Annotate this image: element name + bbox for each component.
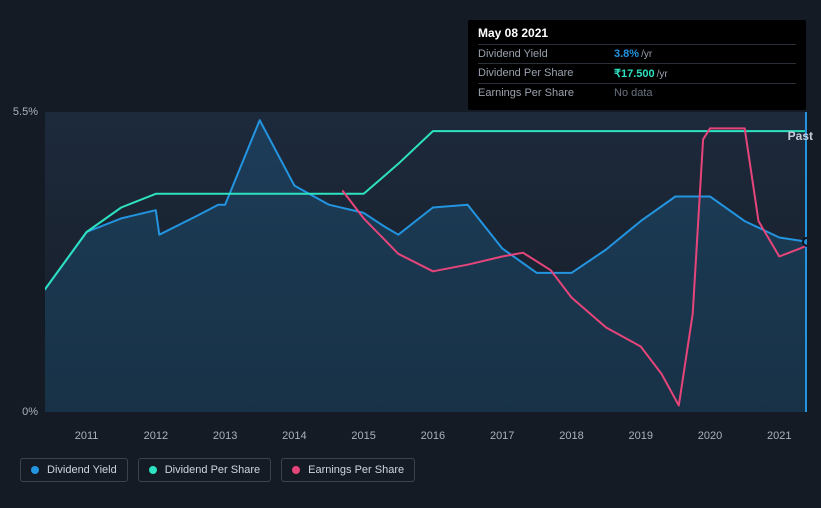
x-axis-label: 2021 <box>767 430 791 442</box>
legend-item[interactable]: Dividend Yield <box>20 458 128 482</box>
tooltip-row-label: Dividend Yield <box>478 48 614 60</box>
tooltip-row-value: No data <box>614 87 653 99</box>
y-axis-label: 0% <box>0 406 38 418</box>
x-axis-label: 2019 <box>628 430 652 442</box>
legend-item[interactable]: Earnings Per Share <box>281 458 415 482</box>
dividend-chart: Past May 08 2021 Dividend Yield3.8%/yrDi… <box>0 0 821 508</box>
chart-tooltip: May 08 2021 Dividend Yield3.8%/yrDividen… <box>468 20 806 110</box>
legend-label: Dividend Yield <box>47 464 117 476</box>
x-axis-label: 2016 <box>421 430 445 442</box>
cursor-dot <box>803 238 807 246</box>
legend-item[interactable]: Dividend Per Share <box>138 458 271 482</box>
past-label: Past <box>788 129 813 143</box>
x-axis-label: 2018 <box>559 430 583 442</box>
y-axis-label: 5.5% <box>0 106 38 118</box>
tooltip-date: May 08 2021 <box>478 26 796 40</box>
chart-svg[interactable] <box>45 112 807 412</box>
legend-label: Earnings Per Share <box>308 464 404 476</box>
x-axis-label: 2013 <box>213 430 237 442</box>
x-axis-label: 2015 <box>351 430 375 442</box>
legend-dot-icon <box>31 466 39 474</box>
tooltip-row: Dividend Per Share₹17.500/yr <box>478 63 796 83</box>
tooltip-row-value: ₹17.500/yr <box>614 67 668 80</box>
tooltip-row: Earnings Per ShareNo data <box>478 83 796 102</box>
chart-legend: Dividend Yield Dividend Per Share Earnings… <box>20 458 415 482</box>
legend-dot-icon <box>292 466 300 474</box>
x-axis-label: 2017 <box>490 430 514 442</box>
tooltip-row-value: 3.8%/yr <box>614 48 652 60</box>
legend-dot-icon <box>149 466 157 474</box>
x-axis-label: 2012 <box>144 430 168 442</box>
tooltip-row: Dividend Yield3.8%/yr <box>478 44 796 63</box>
legend-label: Dividend Per Share <box>165 464 260 476</box>
tooltip-row-label: Earnings Per Share <box>478 87 614 99</box>
tooltip-row-label: Dividend Per Share <box>478 67 614 80</box>
x-axis-label: 2011 <box>75 430 99 442</box>
x-axis-label: 2014 <box>282 430 306 442</box>
x-axis-label: 2020 <box>698 430 722 442</box>
